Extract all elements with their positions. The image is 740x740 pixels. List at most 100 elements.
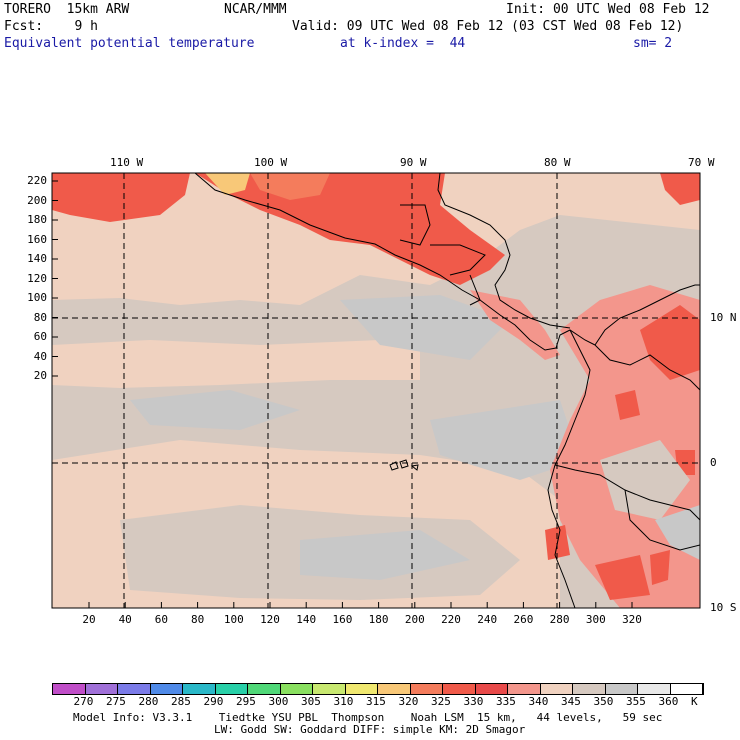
x-tick-label: 40 [118, 613, 132, 626]
legend-swatch [53, 684, 86, 694]
legend-swatch [378, 684, 411, 694]
x-tick-label: 320 [622, 613, 642, 626]
x-tick-label: 120 [260, 613, 280, 626]
x-tick-label: 200 [404, 613, 425, 626]
legend-swatch [313, 684, 346, 694]
x-tick-label: 180 [368, 613, 389, 626]
y-tick-label: 120 [27, 271, 47, 285]
legend-swatch [638, 684, 671, 694]
y-tick-label: 200 [27, 193, 47, 207]
legend-label: 355 [626, 695, 646, 708]
legend-label: 350 [593, 695, 614, 708]
legend-swatch [508, 684, 541, 694]
legend-swatch [248, 684, 281, 694]
forecast-hour: Fcst: 9 h [4, 19, 98, 34]
y-tick-label: 180 [27, 213, 47, 226]
legend-swatch [410, 684, 443, 694]
smoothing-info: sm= 2 [633, 36, 673, 51]
y-tick-label: 60 [33, 330, 47, 343]
x-tick-label: 220 [441, 613, 461, 626]
field-shading [52, 173, 700, 608]
legend-label: 300 [268, 695, 289, 708]
shade-330-caribbean-ne [660, 173, 700, 205]
lon-label-110w: 110 W [110, 156, 144, 169]
model-info-line2: LW: Godd SW: Goddard DIFF: simple KM: 2D… [214, 723, 526, 736]
model-info-line1: Model Info: V3.3.1 Tiedtke YSU PBL Thomp… [73, 711, 663, 724]
legend-swatch [443, 684, 476, 694]
shade-350-c [430, 400, 580, 480]
init-time: Init: 00 UTC Wed 08 Feb 12 [506, 2, 710, 17]
lon-label-90w: 90 W [400, 156, 427, 169]
coast-yucatan-caribbean [437, 173, 571, 329]
valid-time: Valid: 09 UTC Wed 08 Feb 12 (03 CST Wed … [292, 19, 684, 34]
coastlines [194, 173, 700, 608]
coast-mexico-central-america [194, 173, 596, 351]
border-peru-brazil [624, 489, 700, 551]
legend-label: 320 [398, 695, 419, 708]
y-tick-label: 140 [27, 252, 47, 265]
y-axis-ticks [52, 180, 58, 377]
lat-label-10s: 10 S [710, 601, 737, 614]
legend-label: 315 [366, 695, 386, 708]
legend-swatch [475, 684, 508, 694]
shade-330-central-america [195, 173, 505, 285]
shade-330-sa-mid [615, 390, 640, 420]
coast-sa-north [594, 284, 700, 346]
x-tick-label: 300 [585, 613, 606, 626]
y-tick-label: 40 [33, 349, 47, 363]
shade-345-sa-interior [600, 440, 690, 520]
border-ecuador-peru [554, 464, 700, 521]
legend-swatch [605, 684, 638, 694]
plot-frame [51, 172, 701, 609]
border-colombia-venezuela [594, 344, 700, 391]
legend-label: 345 [561, 695, 581, 708]
shade-340-band-1 [52, 340, 420, 388]
shade-350-d [300, 530, 470, 580]
legend-label: 310 [333, 695, 354, 708]
x-tick-label: 140 [296, 613, 317, 626]
legend-label: 285 [171, 695, 191, 708]
legend-label: 295 [236, 695, 256, 708]
x-tick-label: 160 [332, 613, 353, 626]
color-legend [52, 683, 704, 695]
x-tick-label: 100 [223, 613, 244, 626]
legend-label: 360 [658, 695, 679, 708]
x-tick-label: 60 [154, 613, 169, 626]
legend-label: 335 [496, 695, 516, 708]
legend-swatch [215, 684, 248, 694]
legend-swatch [183, 684, 216, 694]
legend-label: 330 [463, 695, 484, 708]
legend-label: 275 [106, 695, 126, 708]
x-axis-ticks [88, 602, 633, 608]
lat-label-0: 0 [710, 456, 717, 469]
x-tick-label: 260 [513, 613, 534, 626]
shade-330-sa-north [640, 305, 700, 380]
graticule [52, 173, 700, 608]
shade-350-b [340, 295, 510, 360]
y-tick-label: 100 [27, 291, 47, 304]
legend-swatch [573, 684, 606, 694]
legend-label: 270 [73, 695, 94, 708]
legend-swatch [345, 684, 378, 694]
legend-label: K [691, 695, 698, 708]
shade-330-sa-south [595, 555, 650, 600]
level-info: at k-index = 44 [340, 36, 466, 51]
border-nicaragua [469, 274, 481, 306]
lon-label-100w: 100 W [254, 156, 288, 169]
field-name: Equivalent potential temperature [4, 36, 255, 51]
lon-label-70w: 70 W [688, 156, 715, 169]
shade-330-pacific-nw [52, 173, 190, 222]
lon-label-80w: 80 W [544, 156, 571, 169]
x-tick-label: 20 [82, 613, 96, 626]
legend-swatch [540, 684, 573, 694]
legend-label: 290 [203, 695, 224, 708]
legend-label: 305 [301, 695, 321, 708]
x-tick-label: 280 [549, 613, 570, 626]
y-tick-label: 80 [33, 310, 47, 324]
legend-swatch [280, 684, 313, 694]
y-tick-label: 160 [27, 232, 47, 246]
shade-330-sa-andes [650, 550, 670, 585]
legend-swatch [118, 684, 151, 694]
shade-350-sa-interior [655, 505, 700, 560]
legend-label: 280 [138, 695, 159, 708]
